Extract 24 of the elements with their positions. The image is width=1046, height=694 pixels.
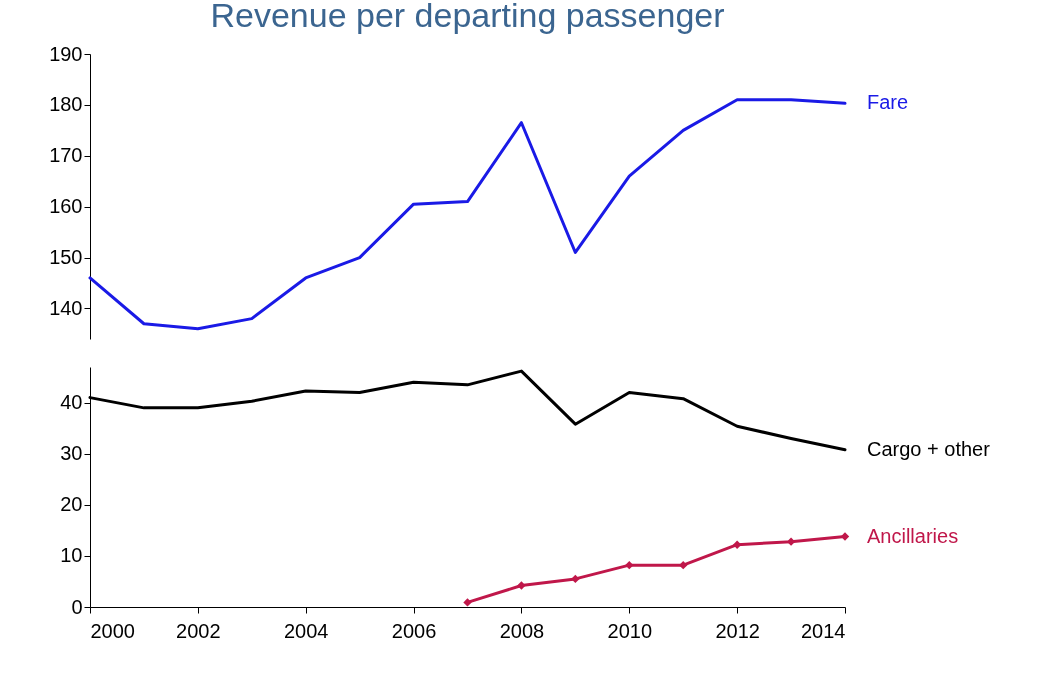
- y-tick-label: 0: [71, 595, 83, 618]
- y-tick-label: 160: [49, 195, 83, 218]
- x-tick-label: 2006: [391, 619, 437, 642]
- y-tick-label: 190: [49, 42, 83, 65]
- y-tick-label: 150: [49, 246, 83, 269]
- y-tick-label: 10: [60, 544, 83, 567]
- x-tick-label: 2012: [715, 619, 760, 642]
- y-tick-label: 170: [49, 144, 83, 167]
- x-tick-label: 2002: [176, 619, 221, 642]
- y-tick-label: 30: [60, 442, 83, 465]
- y-tick-label: 140: [49, 296, 83, 319]
- x-tick-label: 2014: [801, 619, 846, 642]
- chart-title: Revenue per departing passenger: [210, 0, 725, 34]
- x-tick-label: 2010: [607, 619, 653, 642]
- y-tick-label: 20: [60, 493, 83, 516]
- x-tick-label: 2004: [283, 619, 329, 642]
- y-tick-label: 180: [49, 93, 83, 116]
- series-label: Ancillaries: [867, 524, 959, 547]
- series-label: Fare: [867, 91, 909, 114]
- line-series: [88, 98, 847, 331]
- x-tick-label: 2008: [499, 619, 545, 642]
- x-tick-label: 2000: [90, 619, 135, 642]
- series-label: Cargo + other: [867, 437, 991, 460]
- y-tick-label: 40: [60, 391, 83, 414]
